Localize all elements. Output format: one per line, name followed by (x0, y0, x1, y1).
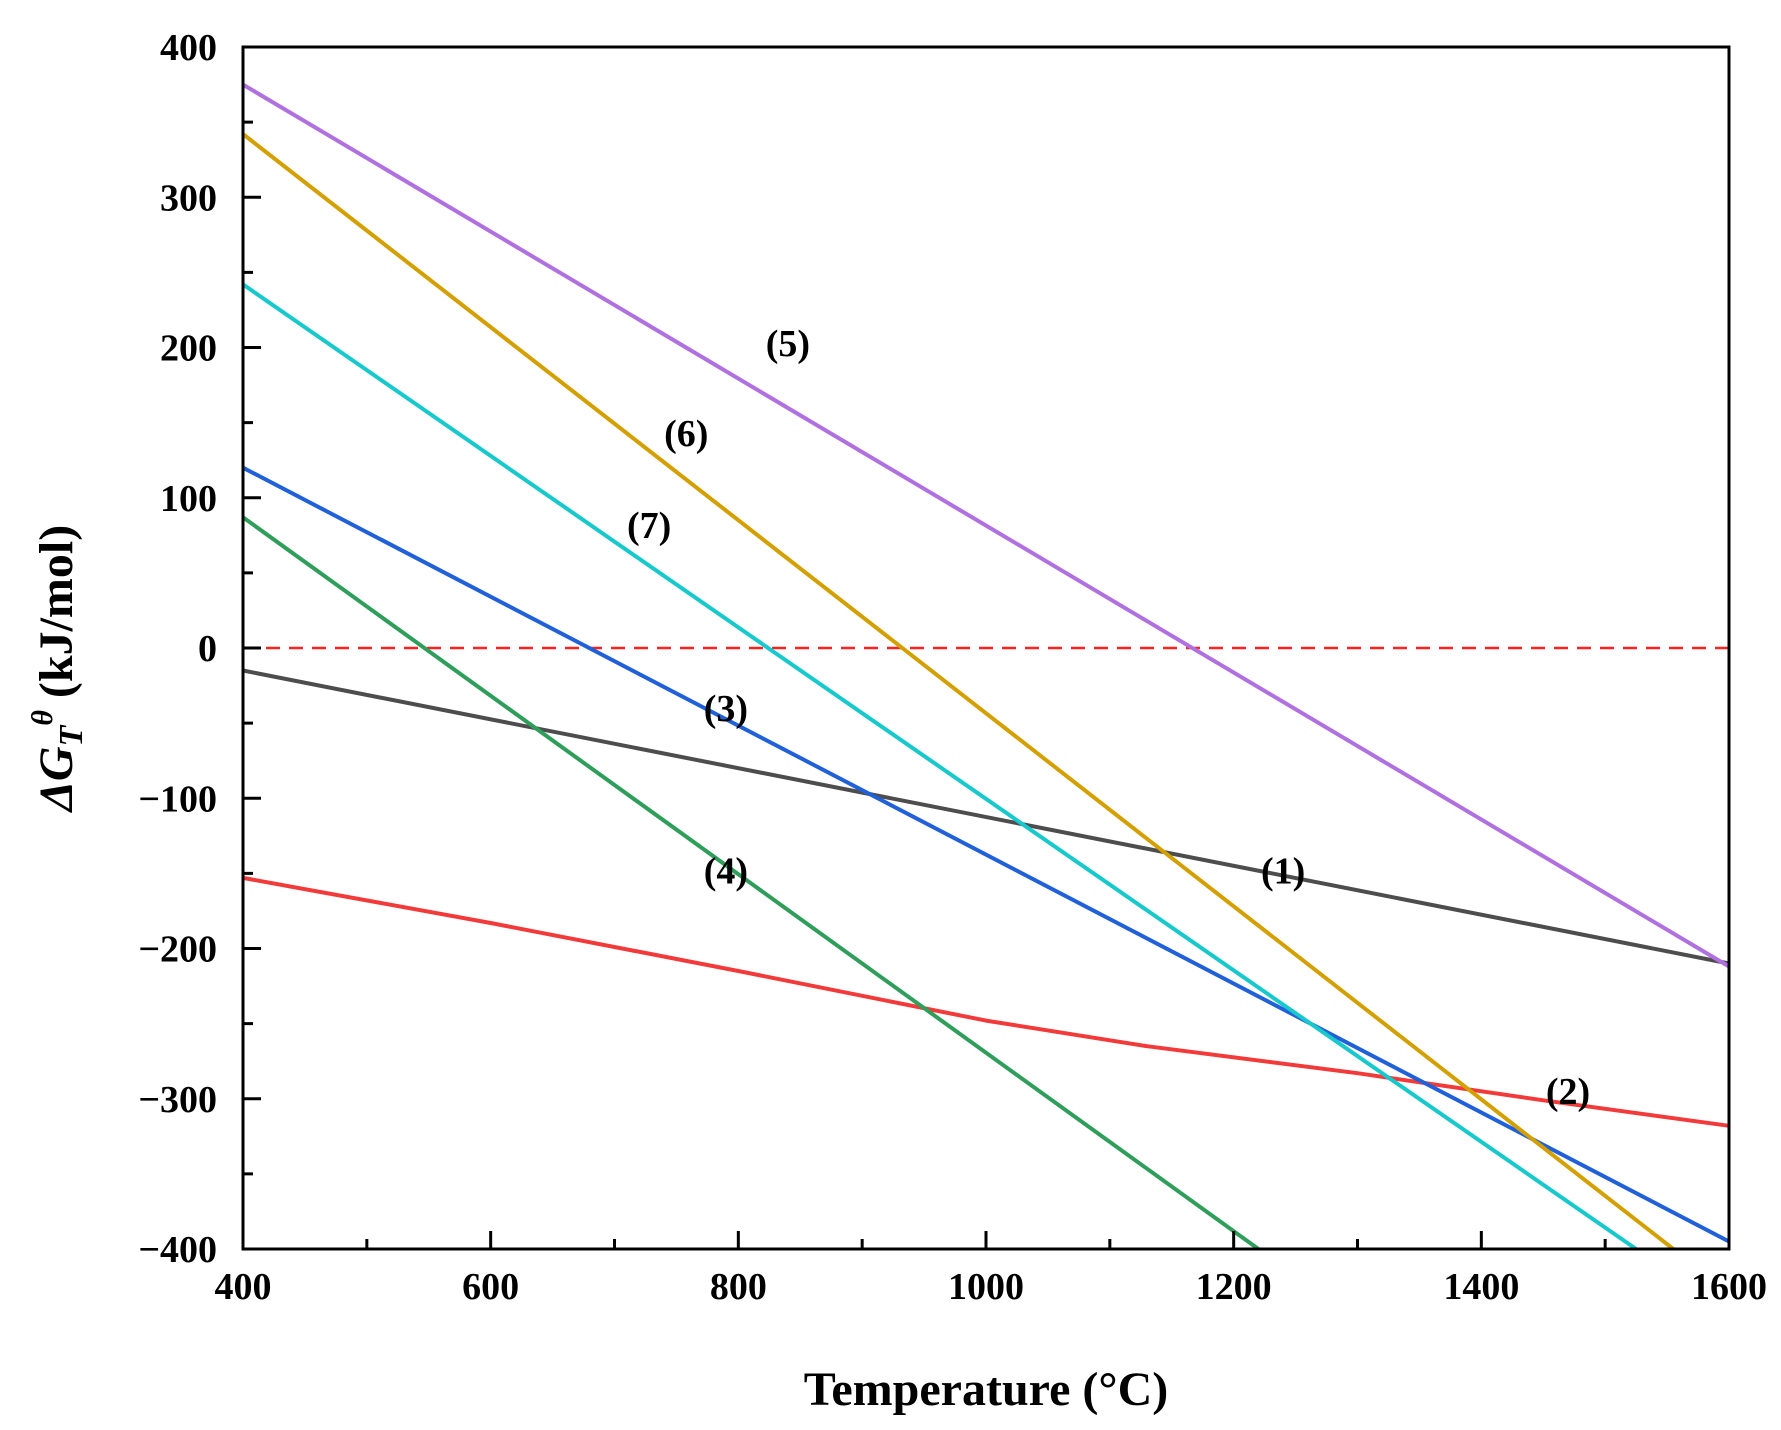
y-axis-title-units: (kJ/mol) (30, 525, 83, 710)
series-line-6 (241, 132, 1675, 1251)
series-line-2 (242, 875, 1730, 1128)
series-label-2: (2) (1546, 1071, 1590, 1113)
y-axis-title: ΔGTθ (kJ/mol) (26, 525, 90, 813)
y-tick-label: −300 (138, 1079, 217, 1121)
series-line-3 (242, 465, 1730, 1244)
x-tick-label: 1400 (1443, 1266, 1519, 1308)
y-tick-label: −400 (138, 1229, 217, 1271)
y-tick-label: 100 (160, 478, 217, 520)
x-tick-label: 1000 (948, 1266, 1024, 1308)
series-label-5: (5) (766, 323, 810, 365)
y-axis-title-subscript: T (53, 724, 90, 746)
series-line-4 (241, 515, 1260, 1251)
x-tick-label: 800 (710, 1266, 767, 1308)
x-tick-label: 1600 (1691, 1266, 1767, 1308)
x-tick-label: 400 (215, 1266, 272, 1308)
y-tick-label: −200 (138, 929, 217, 971)
y-tick-label: 300 (160, 177, 217, 219)
y-axis-title-superscript: θ (26, 710, 59, 726)
y-tick-label: 0 (198, 628, 217, 670)
series-label-3: (3) (704, 688, 748, 730)
series-label-1: (1) (1261, 850, 1305, 892)
series-line-5 (241, 82, 1731, 969)
y-axis-title-symbol: ΔG (30, 746, 83, 813)
x-tick-label: 1200 (1196, 1266, 1272, 1308)
x-axis-title: Temperature (°C) (804, 1363, 1168, 1416)
y-tick-label: 400 (160, 27, 217, 69)
series-line-1 (242, 668, 1730, 966)
x-tick-label: 600 (462, 1266, 519, 1308)
series-label-7: (7) (627, 505, 671, 547)
y-tick-label: −100 (138, 778, 217, 820)
series-line-7 (241, 282, 1638, 1251)
series-label-4: (4) (704, 850, 748, 892)
y-tick-label: 200 (160, 328, 217, 370)
series-label-6: (6) (664, 413, 708, 455)
